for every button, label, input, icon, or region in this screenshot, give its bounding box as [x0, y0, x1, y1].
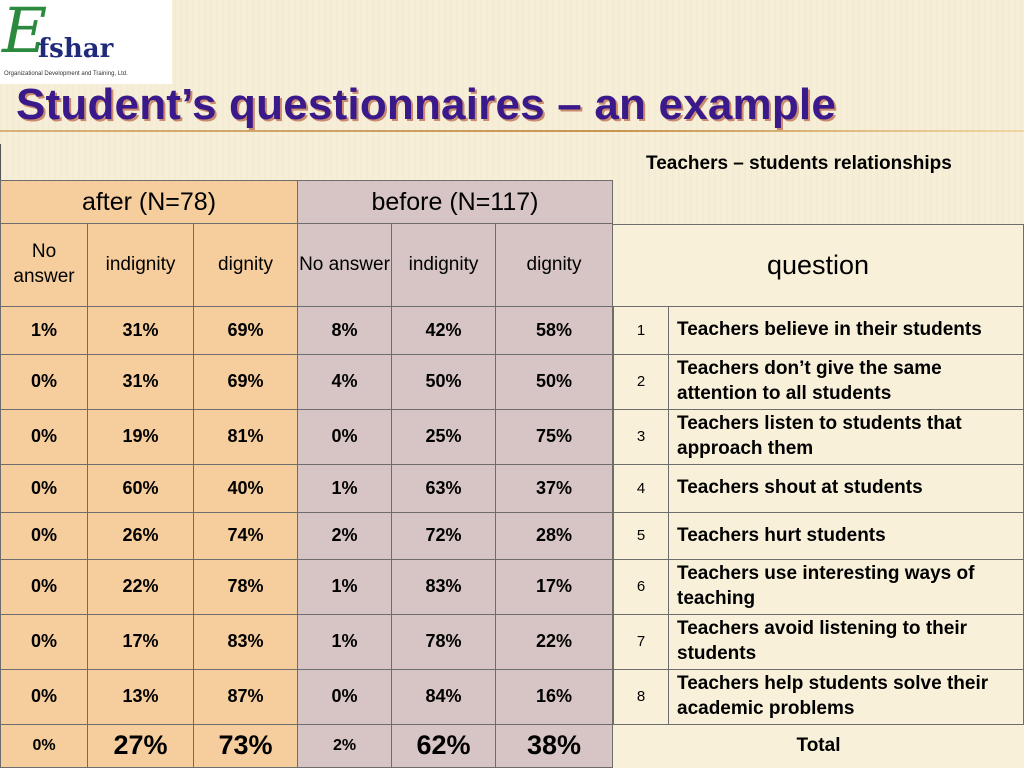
before-dignity-cell: 16% [496, 670, 613, 725]
after-dignity-cell: 40% [194, 465, 298, 513]
question-number: 4 [613, 465, 669, 513]
col-header-no-answer-before: No answer [298, 224, 392, 307]
before-no-answer-cell: 8% [298, 307, 392, 355]
after-indignity-cell: 31% [88, 307, 194, 355]
logo-glyph: E [2, 0, 48, 67]
before-indignity-cell: 84% [392, 670, 496, 725]
after-no-answer-cell: 0% [0, 560, 88, 615]
after-dignity-cell: 87% [194, 670, 298, 725]
total-before-no-answer: 2% [298, 725, 392, 768]
after-dignity-cell: 69% [194, 355, 298, 410]
group-header-after: after (N=78) [0, 180, 298, 224]
total-label: Total [613, 725, 1024, 768]
after-no-answer-cell: 0% [0, 513, 88, 560]
before-dignity-cell: 58% [496, 307, 613, 355]
total-after-dignity: 73% [194, 725, 298, 768]
question-text: Teachers help students solve their acade… [669, 670, 1024, 725]
before-dignity-cell: 37% [496, 465, 613, 513]
total-before-indignity: 62% [392, 725, 496, 768]
after-no-answer-cell: 0% [0, 410, 88, 465]
after-indignity-cell: 60% [88, 465, 194, 513]
col-header-dignity-after: dignity [194, 224, 298, 307]
col-header-question: question [613, 224, 1024, 307]
before-indignity-cell: 83% [392, 560, 496, 615]
before-indignity-cell: 78% [392, 615, 496, 670]
after-indignity-cell: 17% [88, 615, 194, 670]
before-indignity-cell: 63% [392, 465, 496, 513]
before-indignity-cell: 50% [392, 355, 496, 410]
question-number: 5 [613, 513, 669, 560]
total-before-dignity: 38% [496, 725, 613, 768]
question-text: Teachers believe in their students [669, 307, 1024, 355]
question-text: Teachers use interesting ways of teachin… [669, 560, 1024, 615]
before-indignity-cell: 72% [392, 513, 496, 560]
before-no-answer-cell: 0% [298, 670, 392, 725]
before-no-answer-cell: 1% [298, 560, 392, 615]
logo-tagline: Organizational Development and Training,… [4, 71, 128, 77]
after-indignity-cell: 26% [88, 513, 194, 560]
title-divider [0, 130, 1024, 132]
before-no-answer-cell: 1% [298, 465, 392, 513]
question-text: Teachers listen to students that approac… [669, 410, 1024, 465]
company-logo: E fshar Organizational Development and T… [0, 0, 172, 84]
after-indignity-cell: 13% [88, 670, 194, 725]
before-dignity-cell: 22% [496, 615, 613, 670]
after-indignity-cell: 22% [88, 560, 194, 615]
col-header-indignity-after: indignity [88, 224, 194, 307]
question-number: 8 [613, 670, 669, 725]
after-dignity-cell: 83% [194, 615, 298, 670]
question-text: Teachers avoid listening to their studen… [669, 615, 1024, 670]
slide-title: Student’s questionnaires – an example [16, 80, 837, 129]
after-no-answer-cell: 0% [0, 615, 88, 670]
question-number: 6 [613, 560, 669, 615]
question-number: 3 [613, 410, 669, 465]
question-text: Teachers don’t give the same attention t… [669, 355, 1024, 410]
after-dignity-cell: 74% [194, 513, 298, 560]
before-dignity-cell: 50% [496, 355, 613, 410]
table-left-edge [0, 144, 1, 180]
after-dignity-cell: 78% [194, 560, 298, 615]
before-no-answer-cell: 0% [298, 410, 392, 465]
before-no-answer-cell: 1% [298, 615, 392, 670]
after-no-answer-cell: 0% [0, 465, 88, 513]
before-indignity-cell: 42% [392, 307, 496, 355]
before-dignity-cell: 75% [496, 410, 613, 465]
total-after-no-answer: 0% [0, 725, 88, 768]
before-no-answer-cell: 4% [298, 355, 392, 410]
table-subtitle: Teachers – students relationships [646, 153, 952, 174]
question-number: 7 [613, 615, 669, 670]
total-after-indignity: 27% [88, 725, 194, 768]
after-dignity-cell: 69% [194, 307, 298, 355]
after-indignity-cell: 31% [88, 355, 194, 410]
question-text: Teachers hurt students [669, 513, 1024, 560]
after-no-answer-cell: 1% [0, 307, 88, 355]
col-header-indignity-before: indignity [392, 224, 496, 307]
question-number: 2 [613, 355, 669, 410]
col-header-dignity-before: dignity [496, 224, 613, 307]
before-no-answer-cell: 2% [298, 513, 392, 560]
group-header-before: before (N=117) [298, 180, 613, 224]
before-dignity-cell: 17% [496, 560, 613, 615]
after-no-answer-cell: 0% [0, 355, 88, 410]
logo-brand: fshar [38, 34, 114, 64]
col-header-no-answer-after: No answer [0, 224, 88, 307]
after-dignity-cell: 81% [194, 410, 298, 465]
before-indignity-cell: 25% [392, 410, 496, 465]
question-text: Teachers shout at students [669, 465, 1024, 513]
before-dignity-cell: 28% [496, 513, 613, 560]
question-number: 1 [613, 307, 669, 355]
after-no-answer-cell: 0% [0, 670, 88, 725]
after-indignity-cell: 19% [88, 410, 194, 465]
